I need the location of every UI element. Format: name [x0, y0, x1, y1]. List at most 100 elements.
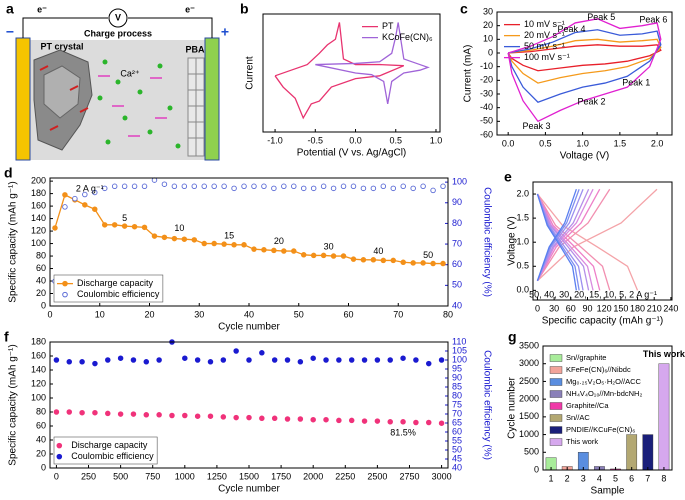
- data-point: [82, 191, 88, 198]
- x-tick-label: 1000: [175, 471, 195, 481]
- data-point: [425, 360, 432, 367]
- x-tick-label: 30: [194, 309, 204, 319]
- y-tick-label: -60: [480, 129, 493, 139]
- anode-collector: [15, 37, 31, 161]
- ion: [167, 105, 173, 111]
- data-point: [246, 357, 252, 363]
- data-point: [141, 224, 148, 231]
- y-tick-label: 100: [31, 392, 46, 402]
- data-point: [340, 253, 347, 259]
- data-point: [121, 223, 128, 229]
- data-point: [361, 357, 368, 363]
- y-tick-label: 0: [534, 464, 539, 474]
- data-point: [380, 257, 387, 264]
- data-point: [79, 409, 85, 416]
- data-point: [420, 183, 426, 190]
- electron-label: e⁻: [37, 4, 47, 14]
- data-point: [156, 412, 162, 418]
- data-point: [117, 411, 124, 417]
- ions: [97, 59, 181, 149]
- annotation: 10: [174, 223, 184, 233]
- y-tick-label: 40: [36, 434, 46, 444]
- data-point: [201, 240, 207, 247]
- y-tick-label: 100: [31, 238, 46, 248]
- y-axis-label: Specific capacity (mAh g⁻¹): [8, 344, 19, 465]
- data-point: [53, 409, 60, 415]
- series-line: [536, 188, 658, 291]
- data-point: [387, 419, 393, 425]
- data-point: [281, 183, 287, 190]
- x-tick-label: 3000: [432, 471, 452, 481]
- data-point: [360, 185, 367, 192]
- x-axis-label: Specific capacity (mAh g⁻¹): [542, 316, 663, 327]
- annotation: Peak 2: [578, 97, 606, 107]
- annotation: 2 A g⁻¹: [76, 184, 104, 194]
- x-tick-label: 2750: [399, 471, 419, 481]
- chart-panel: b -1.0 -0.5 0.0 0.5 1.0 Potential (V vs. Ag/Ag…: [240, 1, 442, 159]
- x-tick-label: 3: [581, 473, 586, 483]
- plot-frame: [49, 341, 449, 469]
- plus-sign: +: [221, 24, 229, 40]
- y-tick-label: -50: [480, 116, 493, 126]
- series-line: [315, 22, 430, 105]
- legend-swatch: [549, 414, 563, 422]
- annotation: Peak 1: [622, 77, 650, 87]
- data-point: [221, 183, 227, 190]
- data-point: [101, 185, 108, 192]
- data-point: [297, 359, 304, 365]
- y2-tick-label: 60: [452, 426, 462, 436]
- y2-tick-label: 105: [452, 345, 467, 355]
- data-point: [390, 185, 397, 192]
- wire: [128, 17, 213, 38]
- data-point: [387, 357, 393, 363]
- legend-label: Mg₀.₂₅V₂O₅·H₂O//ACC: [566, 377, 642, 386]
- x-tick-label: 80: [443, 309, 453, 319]
- chart-panel: e 0 30 60 90 120 150 180 210 240 0.0 0.5 1.0 1.5 2.0 Sp…: [504, 169, 678, 327]
- y2-tick-label: 90: [452, 197, 462, 207]
- x-tick-label: 0: [54, 471, 59, 481]
- x-tick-label: 7: [645, 473, 650, 483]
- data-point: [413, 419, 419, 426]
- data-point: [191, 183, 198, 190]
- data-point: [336, 417, 342, 424]
- data-point: [374, 357, 381, 363]
- bar: [658, 363, 670, 471]
- legend-label: Sn//AC: [566, 413, 590, 422]
- x-tick-label: 240: [663, 303, 678, 313]
- data-point: [233, 414, 239, 421]
- cathode-label: PBA: [185, 44, 205, 54]
- carbonyl: [79, 107, 89, 113]
- data-point: [410, 185, 416, 192]
- plot-frame: [496, 11, 673, 136]
- y-tick-label: -20: [480, 75, 493, 85]
- data-point: [156, 357, 162, 363]
- annotation: This work: [643, 349, 685, 359]
- legend-label: Coulombic efficiency: [77, 289, 160, 299]
- y-tick-label: 180: [31, 336, 46, 346]
- y2-axis-label: Coulombic efficiency (%): [481, 187, 492, 297]
- legend-label: 100 mV s⁻¹: [524, 52, 570, 62]
- data-point: [284, 416, 291, 422]
- x-axis-label: Cycle number: [218, 322, 280, 333]
- y2-tick-label: 95: [452, 363, 462, 373]
- data-point: [390, 257, 397, 264]
- data-point: [271, 247, 277, 254]
- data-point: [370, 257, 377, 263]
- legend-marker: [62, 291, 68, 298]
- pt-crystal: [33, 49, 93, 151]
- data-point: [320, 252, 327, 259]
- chart-panel: c 0.0 0.5 1.0 1.5 2.0 -60 -50 -40 -30 -20 -10 0 10 20 3…: [460, 1, 673, 162]
- data-point: [438, 420, 445, 426]
- chart-panel: f0 250 500 750 1000 1250 1500 1750 2000 2250 2500 2…: [4, 329, 492, 495]
- legend-label: NH₄V₄O₁₀//Mn-bdcNH₂: [566, 389, 642, 398]
- data-point: [420, 260, 426, 266]
- y2-tick-label: 45: [452, 453, 462, 463]
- legend-label: Coulombic efficiency: [71, 451, 154, 461]
- data-point: [220, 414, 227, 420]
- y2-tick-label: 110: [452, 336, 466, 346]
- data-point: [66, 409, 73, 415]
- legend-label: 50 mV s⁻¹: [524, 41, 565, 51]
- data-point: [251, 246, 257, 252]
- data-point: [211, 183, 217, 190]
